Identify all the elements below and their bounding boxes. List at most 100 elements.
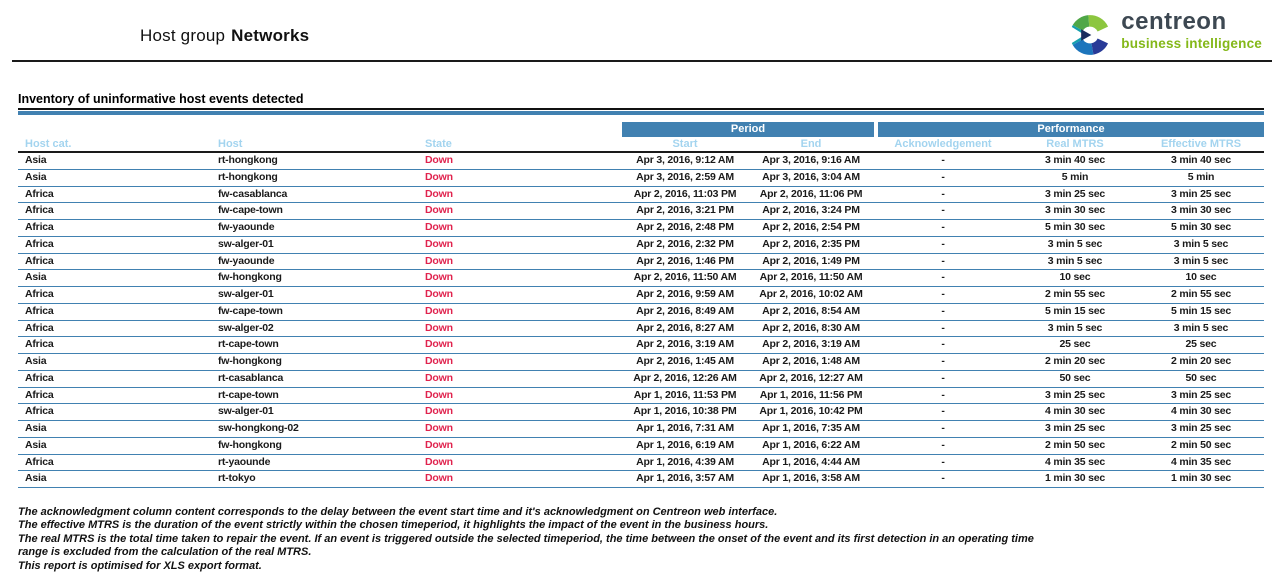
page-title-hostgroup: Networks bbox=[231, 26, 310, 45]
cell-state: Down bbox=[425, 338, 453, 351]
cell-acknowledgement: - bbox=[941, 204, 945, 217]
cell-host: sw-alger-01 bbox=[218, 405, 274, 418]
cell-host: fw-hongkong bbox=[218, 438, 282, 451]
cell-end: Apr 1, 2016, 7:35 AM bbox=[762, 422, 860, 434]
table-body: Asia rt-hongkong Down Apr 3, 2016, 9:12 … bbox=[18, 153, 1264, 488]
cell-start: Apr 2, 2016, 3:19 AM bbox=[636, 338, 734, 351]
cell-end: Apr 1, 2016, 6:22 AM bbox=[762, 438, 860, 451]
page-title: Host group Networks bbox=[140, 26, 309, 46]
table-row: Africa rt-cape-town Down Apr 1, 2016, 11… bbox=[18, 388, 1264, 405]
section-heading: Inventory of uninformative host events d… bbox=[18, 92, 1264, 115]
cell-real-mtrs: 3 min 40 sec bbox=[1044, 154, 1106, 166]
table-row: Africa sw-alger-01 Down Apr 2, 2016, 9:5… bbox=[18, 287, 1264, 304]
cell-host-category: Asia bbox=[25, 438, 47, 451]
cell-end: Apr 1, 2016, 11:56 PM bbox=[759, 388, 863, 401]
cell-state: Down bbox=[425, 455, 453, 468]
cell-real-mtrs: 25 sec bbox=[1059, 338, 1091, 351]
column-header-acknowledgement: Acknowledgement bbox=[894, 138, 992, 150]
section-rule-blue bbox=[18, 111, 1264, 115]
cell-start: Apr 2, 2016, 1:46 PM bbox=[636, 254, 734, 267]
cell-start: Apr 3, 2016, 9:12 AM bbox=[636, 154, 734, 166]
cell-state: Down bbox=[425, 288, 453, 300]
column-header-state: State bbox=[425, 138, 452, 150]
table-row: Africa fw-cape-town Down Apr 2, 2016, 3:… bbox=[18, 203, 1264, 220]
group-header-period: Period bbox=[622, 122, 874, 137]
cell-host: fw-hongkong bbox=[218, 271, 282, 284]
cell-acknowledgement: - bbox=[941, 304, 945, 317]
cell-state: Down bbox=[425, 170, 453, 183]
cell-end: Apr 2, 2016, 1:48 AM bbox=[762, 355, 860, 367]
cell-acknowledgement: - bbox=[941, 221, 945, 233]
cell-effective-mtrs: 3 min 5 sec bbox=[1173, 237, 1229, 250]
events-table: Period Performance Host cat. Host State … bbox=[18, 122, 1264, 488]
report-header: Host group Networks centreon business int… bbox=[0, 0, 1284, 62]
footnote-line: This report is optimised for XLS export … bbox=[18, 559, 262, 572]
centreon-logo: centreon business intelligence bbox=[1067, 10, 1262, 58]
cell-effective-mtrs: 3 min 40 sec bbox=[1170, 154, 1232, 166]
cell-end: Apr 2, 2016, 11:50 AM bbox=[759, 271, 863, 284]
table-row: Africa sw-alger-01 Down Apr 2, 2016, 2:3… bbox=[18, 237, 1264, 254]
cell-effective-mtrs: 25 sec bbox=[1185, 338, 1217, 351]
cell-acknowledgement: - bbox=[941, 237, 945, 250]
group-header-spacer bbox=[18, 122, 622, 137]
cell-acknowledgement: - bbox=[941, 338, 945, 351]
cell-state: Down bbox=[425, 388, 453, 401]
cell-end: Apr 2, 2016, 8:30 AM bbox=[762, 321, 860, 334]
cell-effective-mtrs: 50 sec bbox=[1185, 371, 1217, 384]
table-row: Africa sw-alger-01 Down Apr 1, 2016, 10:… bbox=[18, 404, 1264, 421]
cell-effective-mtrs: 3 min 5 sec bbox=[1173, 321, 1229, 334]
cell-acknowledgement: - bbox=[941, 438, 945, 451]
cell-state: Down bbox=[425, 187, 453, 200]
cell-host-category: Asia bbox=[25, 154, 47, 166]
cell-host-category: Africa bbox=[25, 338, 54, 351]
cell-host: fw-cape-town bbox=[218, 304, 283, 317]
cell-host: rt-cape-town bbox=[218, 338, 279, 351]
cell-host: rt-yaounde bbox=[218, 455, 271, 468]
cell-acknowledgement: - bbox=[941, 321, 945, 334]
cell-effective-mtrs: 2 min 50 sec bbox=[1170, 438, 1232, 451]
cell-acknowledgement: - bbox=[941, 355, 945, 367]
cell-end: Apr 1, 2016, 4:44 AM bbox=[762, 455, 860, 468]
cell-state: Down bbox=[425, 271, 453, 284]
cell-state: Down bbox=[425, 304, 453, 317]
table-row: Africa sw-alger-02 Down Apr 2, 2016, 8:2… bbox=[18, 321, 1264, 338]
cell-host-category: Africa bbox=[25, 204, 54, 217]
cell-end: Apr 2, 2016, 10:02 AM bbox=[759, 288, 863, 300]
cell-host: sw-alger-01 bbox=[218, 288, 274, 300]
cell-real-mtrs: 1 min 30 sec bbox=[1044, 472, 1106, 485]
cell-host: sw-hongkong-02 bbox=[218, 422, 299, 434]
cell-real-mtrs: 3 min 5 sec bbox=[1047, 254, 1103, 267]
cell-host-category: Asia bbox=[25, 472, 47, 485]
cell-host-category: Africa bbox=[25, 221, 54, 233]
table-header-row: Host cat. Host State Start End Acknowled… bbox=[18, 138, 1264, 153]
cell-host-category: Africa bbox=[25, 455, 54, 468]
cell-host-category: Africa bbox=[25, 371, 54, 384]
cell-state: Down bbox=[425, 405, 453, 418]
group-header-performance: Performance bbox=[878, 122, 1264, 137]
cell-real-mtrs: 3 min 25 sec bbox=[1044, 388, 1106, 401]
footnote-line: The real MTRS is the total time taken to… bbox=[18, 532, 1034, 545]
cell-effective-mtrs: 3 min 25 sec bbox=[1170, 187, 1232, 200]
cell-acknowledgement: - bbox=[941, 288, 945, 300]
section-rule-black bbox=[18, 108, 1264, 110]
table-row: Asia rt-hongkong Down Apr 3, 2016, 2:59 … bbox=[18, 170, 1264, 187]
cell-real-mtrs: 5 min 15 sec bbox=[1044, 304, 1106, 317]
cell-host: rt-hongkong bbox=[218, 170, 278, 183]
cell-effective-mtrs: 1 min 30 sec bbox=[1170, 472, 1232, 485]
cell-acknowledgement: - bbox=[941, 371, 945, 384]
cell-host: fw-yaounde bbox=[218, 254, 275, 267]
cell-start: Apr 1, 2016, 4:39 AM bbox=[636, 455, 734, 468]
cell-end: Apr 1, 2016, 3:58 AM bbox=[762, 472, 860, 485]
cell-host: rt-tokyo bbox=[218, 472, 256, 485]
cell-end: Apr 2, 2016, 8:54 AM bbox=[762, 304, 860, 317]
cell-state: Down bbox=[425, 472, 453, 485]
table-row: Africa rt-cape-town Down Apr 2, 2016, 3:… bbox=[18, 337, 1264, 354]
cell-host-category: Africa bbox=[25, 405, 54, 418]
cell-end: Apr 2, 2016, 12:27 AM bbox=[759, 371, 863, 384]
cell-real-mtrs: 2 min 50 sec bbox=[1044, 438, 1106, 451]
footnote-line: range is excluded from the calculation o… bbox=[18, 546, 312, 559]
table-row: Africa rt-casablanca Down Apr 2, 2016, 1… bbox=[18, 371, 1264, 388]
cell-acknowledgement: - bbox=[941, 187, 945, 200]
cell-real-mtrs: 3 min 25 sec bbox=[1044, 187, 1106, 200]
